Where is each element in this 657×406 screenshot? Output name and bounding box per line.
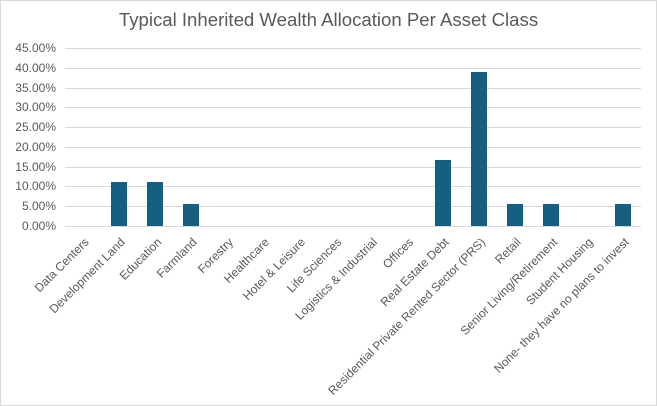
gridline [65,147,641,148]
bar [435,160,451,226]
y-tick-label: 40.00% [15,61,56,75]
bar [183,204,199,226]
y-tick-label: 45.00% [15,41,56,55]
bar [471,72,487,226]
bar [507,204,523,226]
gridline [65,68,641,69]
gridline [65,127,641,128]
bar [111,182,127,226]
gridline [65,206,641,207]
y-tick-label: 10.00% [15,179,56,193]
gridline [65,88,641,89]
gridline [65,226,641,227]
gridline [65,48,641,49]
y-tick-label: 30.00% [15,100,56,114]
y-tick-label: 15.00% [15,160,56,174]
bar [543,204,559,226]
chart-title: Typical Inherited Wealth Allocation Per … [118,9,539,30]
bar [147,182,163,226]
gridline [65,167,641,168]
y-tick-label: 35.00% [15,81,56,95]
y-tick-label: 20.00% [15,140,56,154]
y-tick-label: 5.00% [21,199,56,213]
y-tick-label: 0.00% [21,219,56,233]
gridline [65,186,641,187]
gridline [65,107,641,108]
bar [615,204,631,226]
y-tick-label: 25.00% [15,120,56,134]
